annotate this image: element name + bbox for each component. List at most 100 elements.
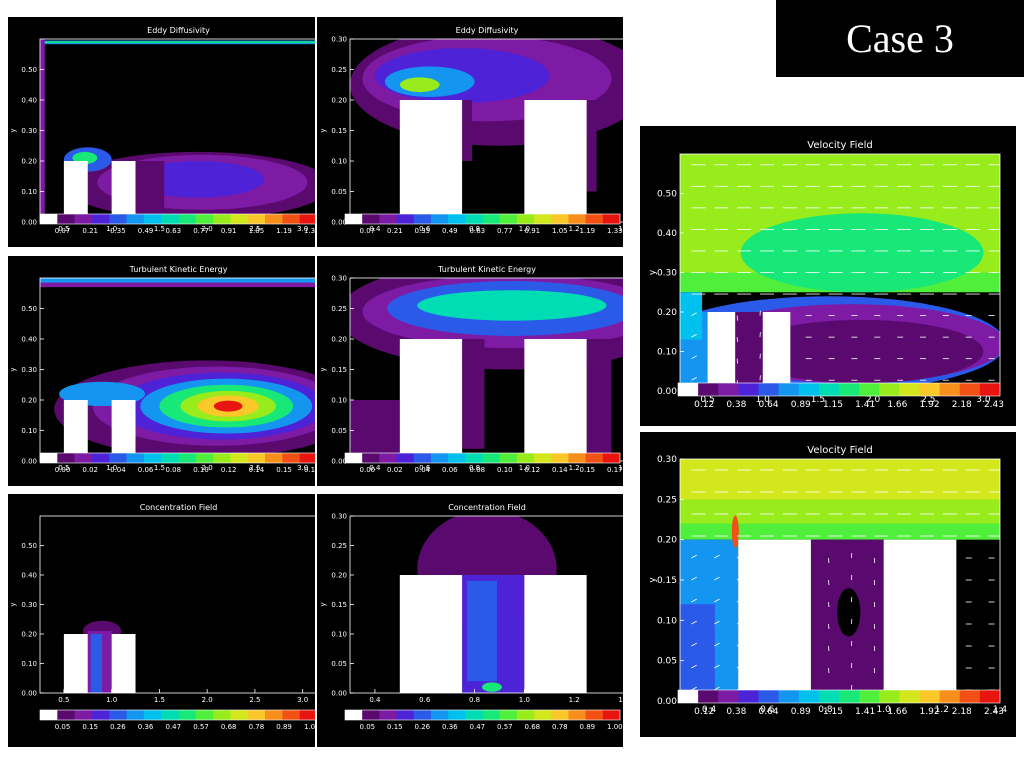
colorbar-swatch — [939, 383, 961, 396]
y-tick-label: 0.10 — [21, 427, 37, 435]
x-tick-label: 3.0 — [976, 395, 991, 405]
field-layer — [680, 459, 1000, 701]
colorbar-label: 0.91 — [221, 227, 237, 235]
colorbar-swatch — [379, 453, 397, 463]
building — [524, 100, 587, 222]
y-tick-label: 0.20 — [331, 571, 347, 579]
y-tick-label: 0.30 — [331, 512, 347, 520]
x-tick-label: 3.0 — [297, 225, 308, 233]
colorbar-label: 1.00 — [304, 723, 315, 731]
colorbar-swatch — [396, 710, 415, 720]
colorbar-label: 0.14 — [249, 466, 265, 474]
colorbar-swatch — [465, 214, 483, 224]
chart-panel: Turbulent Kinetic Energy 0.4 0.6 0.8 1.0 1.2 1… — [317, 256, 623, 486]
x-tick-label: 2.5 — [921, 395, 935, 405]
y-tick-label: 0.20 — [21, 157, 37, 165]
colorbar-swatch — [40, 453, 58, 463]
colorbar-swatch — [919, 383, 940, 396]
colorbar-swatch — [143, 710, 162, 720]
colorbar-swatch — [465, 453, 483, 463]
colorbar-swatch — [516, 453, 535, 463]
colorbar-swatch — [534, 214, 552, 224]
colorbar-swatch — [247, 214, 266, 224]
y-tick-label: 0.10 — [657, 616, 677, 626]
y-tick-label: 0.15 — [657, 576, 677, 586]
colorbar-swatch — [738, 383, 759, 396]
colorbar-label: 0.57 — [193, 723, 209, 731]
y-tick-label: 0.00 — [331, 457, 347, 465]
x-tick-label: 3.0 — [297, 464, 308, 472]
colorbar-label: 0.78 — [249, 723, 265, 731]
colorbar-frame — [39, 213, 315, 225]
colorbar-label: 0.00 — [55, 466, 71, 474]
building — [399, 575, 463, 693]
x-tick-label: 0.5 — [58, 464, 69, 472]
x-tick-label: 0.4 — [369, 225, 381, 233]
velocity-arrow — [714, 554, 720, 559]
y-tick-label: 0.10 — [331, 157, 347, 165]
colorbar-label: 0.06 — [442, 466, 458, 474]
y-tick-label: 0.20 — [21, 396, 37, 404]
x-tick-label: 1.5 — [811, 395, 825, 405]
colorbar-swatch — [230, 214, 249, 224]
building — [111, 634, 136, 693]
colorbar-frame — [344, 709, 621, 721]
x-tick-label: 1.5 — [154, 464, 165, 472]
field-layer — [350, 39, 623, 222]
colorbar-swatch — [109, 453, 127, 463]
y-tick-label: 0.05 — [331, 660, 347, 668]
x-tick-label: 1.2 — [569, 225, 580, 233]
colorbar-frame — [39, 452, 315, 464]
contour-band — [40, 278, 315, 288]
x-tick-label: 2.0 — [202, 225, 213, 233]
colorbar-swatch — [534, 710, 552, 720]
colorbar-label: 0.91 — [525, 227, 541, 235]
colorbar-swatch — [879, 383, 900, 396]
velocity-arrows — [691, 164, 1000, 386]
x-tick-label: 1.2 — [569, 696, 580, 704]
chart-panel: Concentration Field 0.5 1.0 1.5 2.0 2.5 3.0 0.0… — [8, 494, 315, 747]
chart-title: Velocity Field — [807, 140, 873, 151]
colorbar-label: 0.15 — [387, 723, 403, 731]
chart-panel: Velocity Field 0.4 0.6 0.8 1.0 1.2 1.4 0.00 0.05… — [640, 432, 1016, 737]
colorbar-label: 1.15 — [823, 707, 843, 717]
velocity-arrow — [691, 620, 697, 625]
y-tick-label: 0.05 — [331, 427, 347, 435]
colorbar-label: 0.02 — [387, 466, 403, 474]
case-label: Case 3 — [776, 0, 1024, 77]
contour-band — [462, 100, 473, 161]
contour-band — [462, 339, 485, 449]
colorbar-swatch — [568, 710, 586, 720]
colorbar-swatch — [465, 710, 483, 720]
colorbar-swatch — [798, 690, 820, 703]
colorbar-label: 2.43 — [984, 400, 1004, 410]
colorbar-swatch — [602, 710, 621, 720]
colorbar-label: 0.38 — [726, 707, 746, 717]
y-tick-label: 0.50 — [21, 66, 37, 74]
colorbar-swatch — [448, 710, 466, 720]
colorbar-swatch — [178, 453, 197, 463]
y-tick-label: 0.40 — [21, 571, 37, 579]
y-tick-label: 0.20 — [657, 308, 677, 318]
y-axis-label: y — [319, 367, 327, 371]
colorbar-swatch — [448, 214, 466, 224]
y-tick-label: 0.25 — [331, 305, 347, 313]
colorbar-swatch — [126, 453, 145, 463]
chart-panel: Velocity Field 0.5 1.0 1.5 2.0 2.5 3.0 0.00 0.10… — [640, 126, 1016, 426]
colorbar-swatch — [195, 214, 214, 224]
colorbar-swatch — [379, 710, 397, 720]
colorbar-swatch — [143, 214, 162, 224]
colorbar-swatch — [979, 690, 1001, 703]
vortex-core — [837, 588, 861, 637]
building — [883, 539, 957, 701]
y-tick-label: 0.00 — [657, 387, 677, 397]
contour-band — [740, 319, 984, 384]
colorbar-label: 0.77 — [193, 227, 209, 235]
colorbar-swatch — [482, 710, 500, 720]
colorbar-label: 0.89 — [580, 723, 596, 731]
x-tick-label: 2.5 — [249, 225, 260, 233]
contour-band — [40, 278, 315, 283]
colorbar-label: 2.18 — [952, 707, 972, 717]
velocity-arrow — [714, 686, 720, 691]
colorbar-label: 0.49 — [442, 227, 458, 235]
